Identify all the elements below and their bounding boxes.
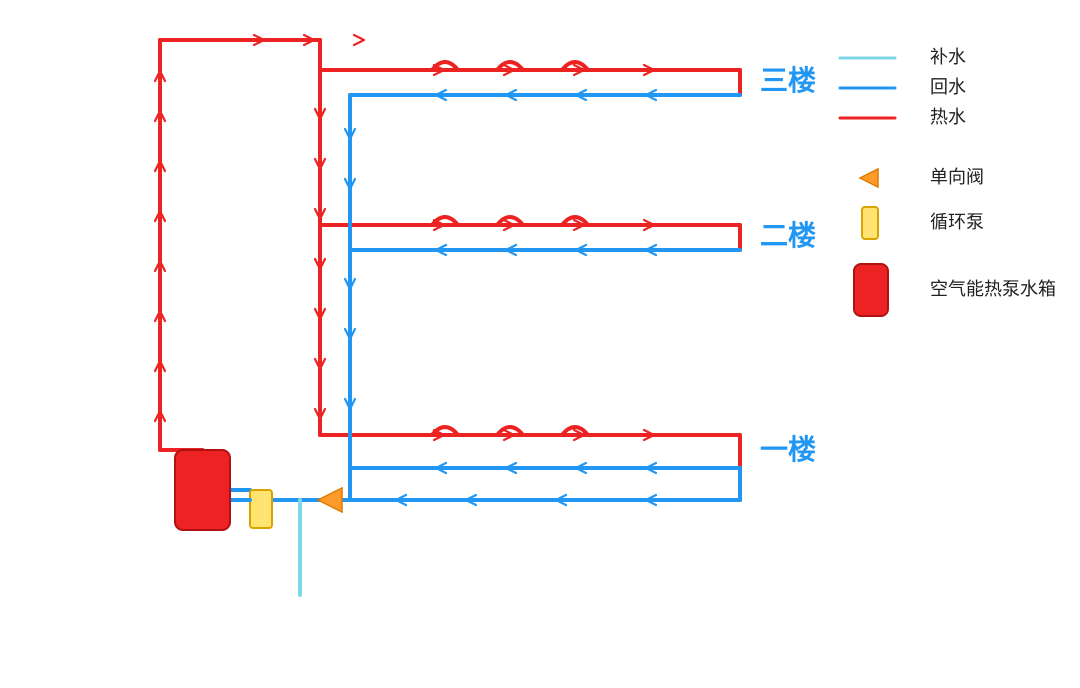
legend-label-0: 补水: [930, 47, 966, 67]
legend-valve-label: 单向阀: [930, 167, 984, 187]
legend-valve-icon: [860, 169, 878, 187]
legend-pump-label: 循环泵: [930, 212, 984, 232]
check-valve: [318, 488, 342, 512]
legend-pump-icon: [862, 207, 878, 239]
legend-label-1: 回水: [930, 77, 966, 97]
heat-pump-tank: [175, 450, 230, 530]
floor-label-1: 二楼: [760, 220, 816, 251]
floor-label-2: 一楼: [760, 434, 816, 465]
legend-tank-icon: [854, 264, 888, 316]
legend-label-2: 热水: [930, 107, 966, 127]
circulation-pump: [250, 490, 272, 528]
arrow-hot-right: [354, 35, 364, 45]
floor-label-0: 三楼: [760, 65, 816, 96]
legend-tank-label: 空气能热泵水箱: [930, 279, 1056, 299]
